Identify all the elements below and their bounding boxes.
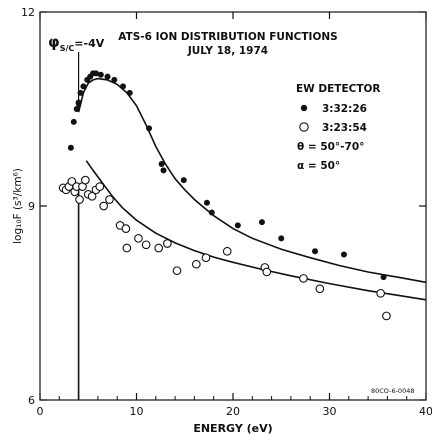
legend-param-alpha: α = 50° — [297, 160, 340, 172]
x-tick-label: 20 — [226, 405, 240, 418]
x-tick-label: 30 — [323, 405, 337, 418]
fit-curve-open — [85, 160, 427, 301]
figure-code: 80CO-6-0048 — [371, 387, 414, 395]
data-point-filled — [126, 89, 133, 96]
legend-param-theta: θ = 50°-70° — [297, 141, 364, 153]
annotation-phi: φ — [48, 33, 60, 51]
data-point-open — [172, 266, 182, 276]
data-point-filled — [258, 219, 265, 226]
data-point-open — [154, 243, 164, 253]
y-tick-label: 12 — [21, 6, 35, 19]
data-point-filled — [77, 89, 84, 96]
tick-labels: 0 10 20 30 40 6 9 12 — [21, 6, 432, 418]
data-point-open — [87, 191, 97, 201]
data-point-filled — [119, 83, 126, 90]
chart-title: ATS-6 ION DISTRIBUTION FUNCTIONS — [118, 31, 337, 43]
legend-label-open: 3:23:54 — [322, 122, 367, 134]
y-tick-label: 6 — [28, 394, 35, 407]
axis-ticks — [39, 11, 427, 401]
chart-subtitle: JULY 18, 1974 — [187, 45, 268, 57]
series-filled-points — [67, 70, 387, 281]
data-point-open — [315, 284, 325, 294]
data-point-filled — [97, 71, 104, 78]
data-point-open — [222, 246, 232, 256]
data-point-open — [99, 201, 109, 211]
data-point-filled — [146, 125, 153, 132]
x-tick-label: 10 — [130, 405, 144, 418]
data-point-open — [299, 274, 308, 283]
data-point-filled — [92, 70, 99, 77]
data-point-filled — [203, 199, 210, 206]
data-point-open — [122, 243, 132, 253]
data-point-open — [121, 224, 131, 233]
data-point-open — [95, 182, 105, 191]
data-point-filled — [75, 99, 82, 106]
data-point-filled — [111, 76, 118, 83]
data-point-open — [134, 233, 143, 243]
legend-marker-open — [299, 122, 309, 132]
legend-label-filled: 3:32:26 — [322, 103, 367, 115]
data-point-open — [105, 195, 114, 204]
data-point-open — [376, 288, 385, 298]
data-point-open — [191, 259, 201, 269]
data-point-filled — [73, 106, 80, 112]
x-tick-label: 40 — [419, 405, 432, 418]
data-point-filled — [160, 167, 167, 174]
legend: EW DETECTOR 3:32:26 3:23:54 θ = 50°-70° … — [296, 83, 381, 172]
fit-curve-filled — [77, 77, 427, 284]
data-point-open — [163, 239, 172, 248]
y-tick-label: 9 — [28, 200, 35, 213]
data-point-open — [141, 240, 151, 250]
data-point-filled — [278, 235, 285, 242]
data-point-open — [81, 175, 90, 185]
data-point-filled — [234, 222, 241, 229]
data-point-open — [262, 267, 272, 277]
legend-title: EW DETECTOR — [296, 83, 381, 95]
data-point-filled — [104, 73, 111, 80]
data-point-filled — [208, 209, 215, 216]
annotation-subscript: S/C — [60, 44, 75, 53]
y-axis-label: log₁₀F (s³/km⁶) — [12, 168, 24, 244]
data-point-open — [382, 311, 391, 321]
data-point-filled — [67, 144, 74, 151]
data-point-filled — [340, 251, 347, 258]
x-tick-label: 0 — [37, 405, 44, 418]
data-point-filled — [158, 160, 165, 167]
data-point-open — [201, 253, 211, 263]
data-point-filled — [70, 118, 77, 125]
data-point-filled — [312, 248, 319, 255]
data-point-filled — [80, 83, 87, 90]
data-point-open — [67, 177, 77, 186]
x-axis-label: ENERGY (eV) — [193, 422, 272, 435]
data-point-open — [75, 195, 84, 204]
data-point-filled — [180, 177, 187, 184]
annotation-value: =-4V — [74, 37, 104, 50]
series-open-points — [58, 175, 391, 321]
data-point-filled — [380, 274, 387, 281]
potential-annotation: φS/C=-4V — [48, 33, 105, 53]
legend-marker-filled — [300, 104, 308, 112]
